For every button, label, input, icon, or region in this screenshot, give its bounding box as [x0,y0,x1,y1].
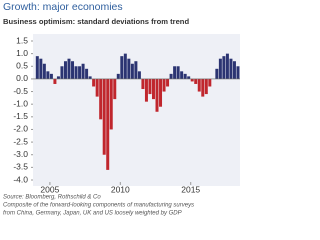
bar [229,58,233,79]
bar [190,78,194,82]
chart-title: Growth: major economies [3,1,123,13]
bar [176,66,180,79]
y-tick-label: -4.0 [13,174,28,184]
x-tick-label: 2005 [40,184,59,194]
note: Composite of the forward-looking compone… [3,203,194,209]
chart: Growth: major economies Business optimis… [3,1,240,217]
note: Source: Bloomberg, Rothschild & Co [3,195,101,201]
y-tick-label: -2.0 [13,124,28,134]
bar [151,78,155,100]
y-tick-label: 0.0 [16,73,28,83]
bar [95,78,99,97]
bar [116,73,120,79]
bar [141,78,145,90]
bar [148,78,152,95]
bar [81,63,85,79]
x-tick-label: 2015 [181,184,200,194]
bar [74,66,78,79]
bar [56,76,60,79]
chart-subtitle: Business optimism: standard deviations f… [3,17,189,26]
bar [85,68,89,79]
x-tick-label: 2010 [111,184,130,194]
bar [173,66,177,79]
bar [53,78,57,84]
bar [222,56,226,79]
bar [42,63,46,79]
bar [194,78,198,84]
bar [78,66,82,79]
bar [130,63,134,79]
bar [155,78,159,112]
bar [225,53,229,79]
note: from China, Germany, Japan, UK and US lo… [3,211,182,217]
bar [71,61,75,79]
bar [232,61,236,79]
bar [67,58,71,79]
y-tick-label: -1.5 [13,111,28,121]
y-tick-label: -2.5 [13,136,28,146]
bar [208,78,212,87]
bar [99,78,103,120]
y-tick-label: -1.0 [13,98,28,108]
bar [137,71,141,79]
bar [215,68,219,79]
y-tick-label: 1.5 [16,35,28,45]
bar [236,66,240,79]
bar [162,78,166,92]
bar [218,58,222,79]
bar [35,56,39,79]
bar [204,78,208,95]
bar [134,61,138,79]
y-tick-label: 0.5 [16,61,28,71]
y-tick-label: -3.0 [13,149,28,159]
bar [102,78,106,155]
bar [159,78,163,107]
bar [187,76,191,79]
bar [169,73,173,79]
bar [127,58,131,79]
y-tick-label: -3.5 [13,162,28,172]
bar [46,71,50,79]
plot-area [33,34,240,186]
bar [60,66,64,79]
bar [39,58,43,79]
bar [106,78,110,170]
bar [144,78,148,102]
bar [197,78,201,92]
bar [113,78,117,100]
y-tick-label: -0.5 [13,86,28,96]
bar [201,78,205,97]
bar [63,61,67,79]
bar [88,76,92,79]
y-tick-label: 1.0 [16,48,28,58]
bar [183,73,187,79]
bar [120,56,124,79]
bar [123,53,127,79]
bar [109,78,113,130]
bar [49,73,53,79]
bar [166,78,170,87]
bar [92,78,96,87]
bar [180,71,184,79]
